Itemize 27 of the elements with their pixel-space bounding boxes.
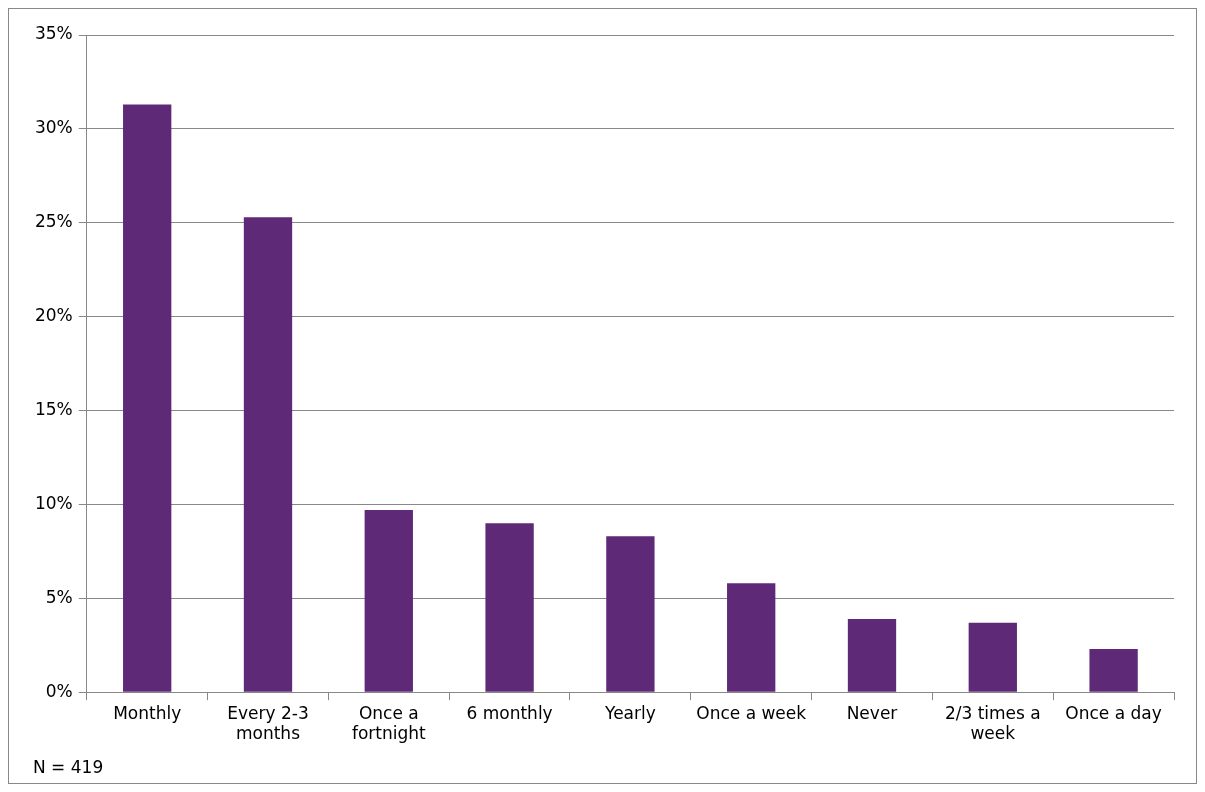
y-tick-label: 35% xyxy=(34,23,73,44)
y-tick-label: 25% xyxy=(34,211,73,232)
y-tick-label: 5% xyxy=(45,586,73,607)
x-tick-label: Monthly xyxy=(113,702,182,723)
text: N = 419 xyxy=(33,756,104,777)
y-tick-label: 30% xyxy=(34,117,73,138)
x-tick-label: Every 2-3 months xyxy=(227,702,309,744)
bar xyxy=(243,217,293,692)
bar xyxy=(485,523,534,692)
x-tick-label: 2/3 times a week xyxy=(944,702,1041,744)
y-tick-label: 0% xyxy=(45,680,73,701)
bar xyxy=(606,536,655,692)
x-tick-label: Once a day xyxy=(1065,702,1162,723)
bar xyxy=(968,622,1017,692)
x-tick-label: Yearly xyxy=(604,702,656,723)
x-tick-label: Once a fortnight xyxy=(351,702,426,744)
bar xyxy=(727,583,776,692)
x-tick-label: Once a week xyxy=(696,702,807,723)
bar xyxy=(1089,649,1138,692)
bar xyxy=(364,510,413,692)
bar xyxy=(123,104,172,692)
bar xyxy=(847,618,897,692)
x-tick-label: 6 monthly xyxy=(466,702,553,723)
x-tick-label: Never xyxy=(846,702,898,723)
y-tick-label: 15% xyxy=(34,398,73,419)
y-tick-label: 10% xyxy=(34,492,73,513)
y-tick-label: 20% xyxy=(34,305,73,326)
